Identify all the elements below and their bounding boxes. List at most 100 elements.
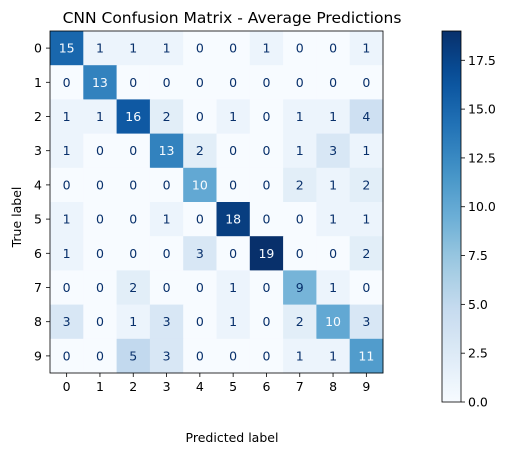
cell-value-label: 0 — [96, 177, 104, 192]
cell-value-label: 0 — [163, 177, 171, 192]
heatmap-cell — [149, 338, 184, 374]
heatmap-cell — [149, 202, 184, 237]
cell-value-label: 15 — [59, 41, 75, 56]
heatmap-cell — [316, 270, 351, 306]
heatmap-cell — [116, 270, 151, 306]
x-tick-label: 5 — [229, 379, 237, 394]
heatmap-cell — [283, 133, 317, 169]
cell-value-label: 0 — [129, 75, 137, 90]
heatmap-cell — [183, 202, 217, 237]
cell-value-label: 1 — [329, 177, 337, 192]
heatmap-cell — [283, 338, 317, 374]
heatmap-cell — [283, 304, 317, 340]
heatmap-cell — [116, 31, 151, 66]
cell-value-label: 11 — [358, 348, 374, 363]
heatmap-cell — [316, 338, 351, 374]
cell-value-label: 10 — [192, 177, 208, 192]
heatmap-cell — [283, 236, 317, 271]
plot-frame — [49, 30, 384, 374]
cell-value-label: 1 — [229, 314, 237, 329]
cell-value-label: 0 — [96, 212, 104, 227]
cell-value-label: 3 — [163, 314, 171, 329]
cell-value-label: 19 — [258, 246, 274, 261]
cell-value-label: 1 — [296, 109, 304, 124]
heatmap-cell — [149, 270, 184, 306]
cell-value-label: 13 — [159, 143, 175, 158]
heatmap-cell — [183, 133, 217, 169]
heatmap-cell — [116, 338, 151, 374]
colorbar-ticks: 0.0 2.5 5.0 7.5 10.0 12.5 15.0 17.5 — [461, 53, 496, 410]
cell-value-label: 0 — [196, 109, 204, 124]
y-tick-label: 5 — [34, 212, 42, 227]
heatmap-cell — [349, 202, 384, 237]
cell-value-label: 0 — [196, 348, 204, 363]
colorbar-tick-label: 10.0 — [468, 199, 496, 214]
heatmap-cell — [316, 99, 351, 135]
cell-value-label: 3 — [163, 348, 171, 363]
cell-value-label: 0 — [262, 109, 270, 124]
cell-value-label: 4 — [362, 109, 370, 124]
heatmap-cell — [249, 133, 284, 169]
cell-value-label: 0 — [229, 143, 237, 158]
cell-value-label: 0 — [296, 75, 304, 90]
cell-value-label: 1 — [329, 212, 337, 227]
heatmap-cell — [149, 236, 184, 271]
heatmap-cell — [249, 65, 284, 100]
heatmap-cell — [249, 99, 284, 135]
heatmap-cell — [149, 304, 184, 340]
heatmap-cell — [116, 202, 151, 237]
cell-value-label: 0 — [63, 348, 71, 363]
y-tick-label: 3 — [34, 143, 42, 158]
heatmap-cell — [216, 99, 251, 135]
cell-value-label: 0 — [129, 212, 137, 227]
x-tick-label: 4 — [196, 379, 204, 394]
heatmap-cell — [183, 65, 217, 100]
heatmap-cell — [283, 99, 317, 135]
x-tick-label: 7 — [296, 379, 304, 394]
heatmap-cell — [83, 236, 118, 271]
cell-value-label: 0 — [262, 177, 270, 192]
cell-value-label: 0 — [129, 143, 137, 158]
cell-value-label: 1 — [362, 41, 370, 56]
cell-value-label: 1 — [229, 109, 237, 124]
heatmap-cell — [216, 304, 251, 340]
cell-value-label: 1 — [96, 41, 104, 56]
heatmap-cell — [349, 338, 384, 374]
heatmap-cell — [216, 65, 251, 100]
y-tick-label: 6 — [34, 246, 42, 261]
heatmap-cell — [50, 338, 84, 374]
cell-value-label: 0 — [96, 246, 104, 261]
colorbar-tick-label: 5.0 — [468, 297, 488, 312]
heatmap-cell — [249, 236, 284, 271]
heatmap-cell — [50, 270, 84, 306]
heatmap-cell — [216, 270, 251, 306]
y-tick-label: 2 — [34, 109, 42, 124]
heatmap-cell — [183, 304, 217, 340]
x-tick-label: 8 — [329, 379, 337, 394]
cell-value-label: 3 — [362, 314, 370, 329]
heatmap-cell — [183, 270, 217, 306]
heatmap-cell — [149, 133, 184, 169]
heatmap-cell — [83, 65, 118, 100]
cell-value-label: 1 — [329, 109, 337, 124]
x-tick-label: 3 — [163, 379, 171, 394]
cell-value-label: 0 — [262, 75, 270, 90]
cell-value-label: 0 — [96, 348, 104, 363]
heatmap-cell — [349, 304, 384, 340]
cell-value-label: 0 — [163, 280, 171, 295]
heatmap-cell — [216, 338, 251, 374]
cell-value-label: 1 — [63, 246, 71, 261]
heatmap-cell — [83, 99, 118, 135]
cell-value-label: 0 — [262, 212, 270, 227]
cell-value-label: 0 — [196, 314, 204, 329]
cell-value-label: 1 — [229, 280, 237, 295]
cell-value-label: 0 — [196, 75, 204, 90]
cell-value-label: 0 — [96, 280, 104, 295]
heatmap-cell — [249, 31, 284, 66]
cell-value-label: 1 — [362, 143, 370, 158]
heatmap-cell — [149, 65, 184, 100]
cell-value-label: 1 — [362, 212, 370, 227]
colorbar-tick-label: 2.5 — [468, 346, 488, 361]
cell-value-label: 0 — [96, 143, 104, 158]
heatmap-cell — [116, 236, 151, 271]
